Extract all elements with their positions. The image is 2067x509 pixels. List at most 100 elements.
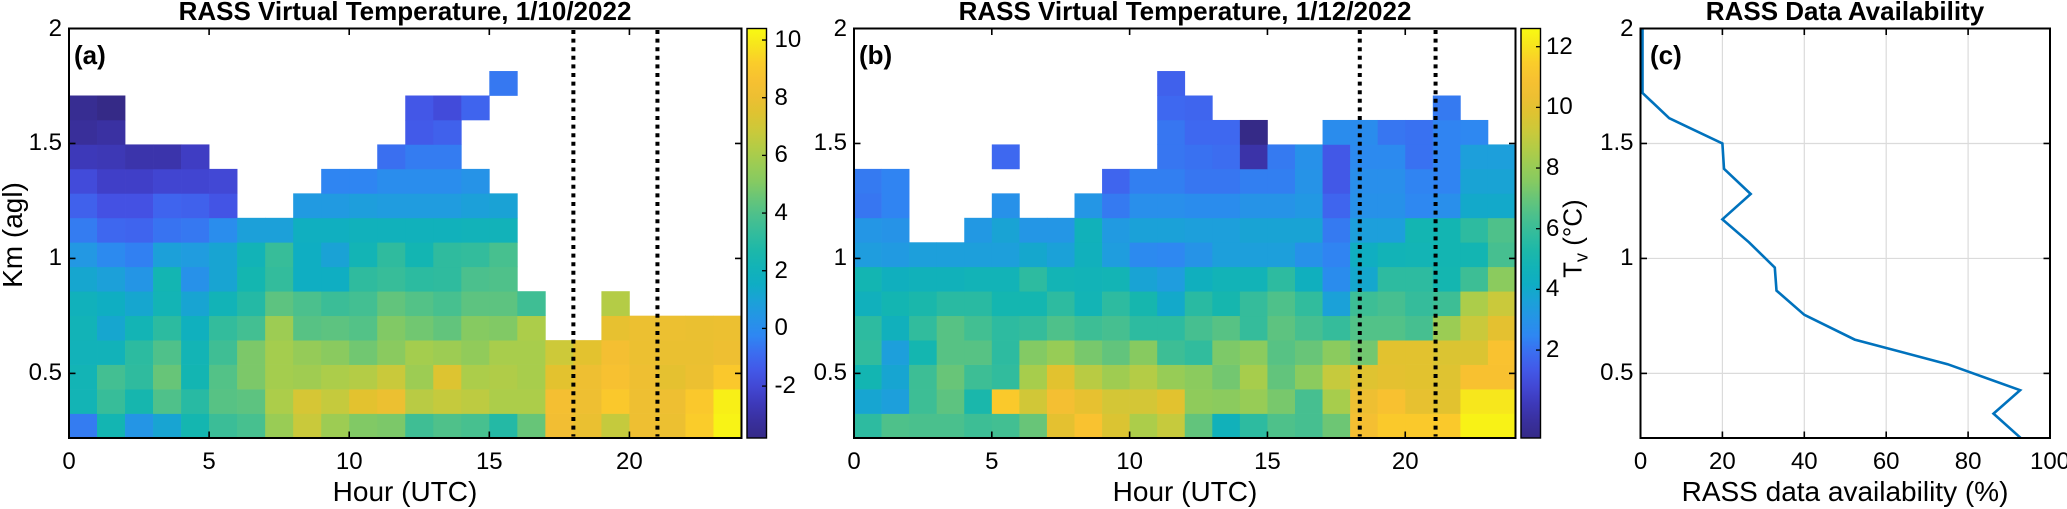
panel-a-cell-h9-r0 — [321, 413, 350, 439]
panel-a-cell-h4-r5 — [181, 291, 210, 317]
panel-a-cell-h4-r7 — [181, 242, 210, 268]
panel-a-cell-h0-r1 — [69, 389, 98, 414]
panel-b-cell-h18-r12 — [1350, 119, 1379, 145]
panel-b-cell-h21-r3 — [1432, 340, 1461, 365]
panel-b-cell-h11-r14 — [1157, 71, 1186, 96]
panel-a-cell-h19-r1 — [601, 389, 630, 414]
panel-b-cell-h8-r3 — [1074, 340, 1103, 365]
panel-a-yticklabel-2: 2 — [48, 14, 62, 42]
panel-b-cell-h7-r5 — [1046, 291, 1075, 317]
panel-b-cell-h15-r11 — [1267, 144, 1296, 170]
panel-a-cell-h2-r0 — [125, 413, 154, 439]
panel-b-cell-h17-r5 — [1322, 291, 1351, 317]
panel-a-cell-h15-r14 — [489, 71, 518, 96]
panel-a-cell-h16-r4 — [517, 315, 546, 341]
panel-b-cell-h19-r7 — [1377, 242, 1406, 268]
panel-b-cell-h17-r11 — [1322, 144, 1351, 170]
panel-b-cell-h4-r6 — [964, 266, 993, 292]
panel-b-letter: (b) — [859, 40, 893, 70]
panel-b-cell-h18-r5 — [1350, 291, 1379, 317]
panel-b-cell-h11-r0 — [1157, 413, 1186, 439]
panel-b-cell-h22-r0 — [1460, 413, 1489, 439]
panel-a-cell-h1-r12 — [97, 119, 126, 145]
panel-a-cell-h13-r5 — [433, 291, 462, 317]
panel-a-cell-h14-r5 — [461, 291, 490, 317]
panel-b-cell-h23-r8 — [1487, 217, 1516, 243]
panel-b-cell-h5-r5 — [991, 291, 1020, 317]
panel-a-colorbar-ticklabel-8: 8 — [774, 83, 788, 111]
panel-b-cell-h9-r0 — [1102, 413, 1130, 439]
panel-a-cell-h9-r10 — [321, 168, 350, 194]
panel-a-title: RASS Virtual Temperature, 1/10/2022 — [178, 0, 632, 26]
panel-b-cell-h10-r1 — [1129, 389, 1158, 414]
panel-b-colorbar-border — [1520, 27, 1542, 439]
panel-a-cell-h7-r3 — [265, 340, 294, 365]
panel-b-cell-h6-r8 — [1019, 217, 1048, 243]
panel-b-cell-h0-r1 — [854, 389, 882, 414]
panel-a-cell-h13-r12 — [433, 119, 462, 145]
panel-c-xticklabel-20: 20 — [1709, 448, 1736, 475]
panel-b-cell-h16-r2 — [1295, 364, 1323, 390]
panel-b-cell-h17-r10 — [1322, 168, 1351, 194]
panel-a-cell-h21-r0 — [657, 413, 686, 439]
panel-b-cell-h23-r4 — [1487, 315, 1516, 341]
panel-b-cell-h13-r9 — [1212, 193, 1241, 219]
panel-b-cell-h7-r0 — [1046, 413, 1075, 439]
panel-b-cell-h6-r4 — [1019, 315, 1048, 341]
panel-a-cell-h8-r1 — [293, 389, 322, 414]
panel-a-colorbar-ticklabel-2: 2 — [774, 256, 788, 284]
panel-a-cell-h0-r9 — [69, 193, 98, 219]
panel-a-xticklabel-10: 10 — [335, 448, 363, 475]
panel-a-cell-h11-r8 — [377, 217, 406, 243]
panel-a-cell-h18-r2 — [573, 364, 602, 390]
panel-b-cell-h9-r7 — [1102, 242, 1130, 268]
panel-b-cell-h11-r10 — [1157, 168, 1186, 194]
panel-a-cell-h8-r9 — [293, 193, 322, 219]
panel-b-cell-h14-r2 — [1239, 364, 1268, 390]
panel-a-cell-h9-r1 — [321, 389, 350, 414]
panel-b-colorbar-ticklabel-4: 4 — [1546, 275, 1560, 303]
panel-b-cell-h18-r3 — [1350, 340, 1379, 365]
panel-b-cell-h22-r7 — [1460, 242, 1489, 268]
panel-a-cell-h10-r7 — [349, 242, 378, 268]
panel-b-xticklabel-15: 15 — [1254, 448, 1281, 475]
panel-b-cell-h11-r13 — [1157, 95, 1186, 121]
panel-a-cell-h10-r0 — [349, 413, 378, 439]
panel-a-cell-h6-r1 — [237, 389, 266, 414]
panel-b-cell-h14-r5 — [1239, 291, 1268, 317]
panel-b-cell-h15-r4 — [1267, 315, 1296, 341]
panel-a-cell-h8-r3 — [293, 340, 322, 365]
panel-b-cell-h10-r4 — [1129, 315, 1158, 341]
panel-b-cell-h15-r3 — [1267, 340, 1296, 365]
panel-b-cell-h4-r4 — [964, 315, 993, 341]
panel-b-cell-h21-r11 — [1432, 144, 1461, 170]
panel-a-cell-h15-r3 — [489, 340, 518, 365]
panel-b-cell-h14-r12 — [1239, 119, 1268, 145]
panel-b-colorbar-ticklabel-6: 6 — [1546, 214, 1560, 242]
panel-b-cell-h11-r6 — [1157, 266, 1186, 292]
panel-b-cell-h8-r9 — [1074, 193, 1103, 219]
panel-a-cell-h2-r11 — [125, 144, 154, 170]
panel-a-axes-box — [68, 27, 743, 439]
panel-a-cell-h7-r8 — [265, 217, 294, 243]
panel-a-cell-h1-r2 — [97, 364, 126, 390]
panel-b-cell-h2-r6 — [909, 266, 938, 292]
panel-a-cell-h9-r2 — [321, 364, 350, 390]
panel-b-cell-h21-r6 — [1432, 266, 1461, 292]
panel-a-cell-h23-r1 — [713, 389, 742, 414]
panel-a-cell-h22-r4 — [685, 315, 714, 341]
panel-a-cell-h5-r7 — [209, 242, 238, 268]
panel-a-cell-h15-r4 — [489, 315, 518, 341]
panel-b-cell-h18-r8 — [1350, 217, 1379, 243]
panel-b-cell-h9-r3 — [1102, 340, 1130, 365]
panel-a-cell-h22-r0 — [685, 413, 714, 439]
panel-b-cell-h4-r0 — [964, 413, 993, 439]
panel-a-cell-h13-r2 — [433, 364, 462, 390]
panel-b-cell-h8-r1 — [1074, 389, 1103, 414]
panel-a-cell-h12-r4 — [405, 315, 434, 341]
panel-a-cell-h22-r1 — [685, 389, 714, 414]
panel-b-cell-h1-r2 — [881, 364, 910, 390]
panel-a-letter: (a) — [74, 40, 106, 70]
panel-b-cell-h13-r12 — [1212, 119, 1241, 145]
